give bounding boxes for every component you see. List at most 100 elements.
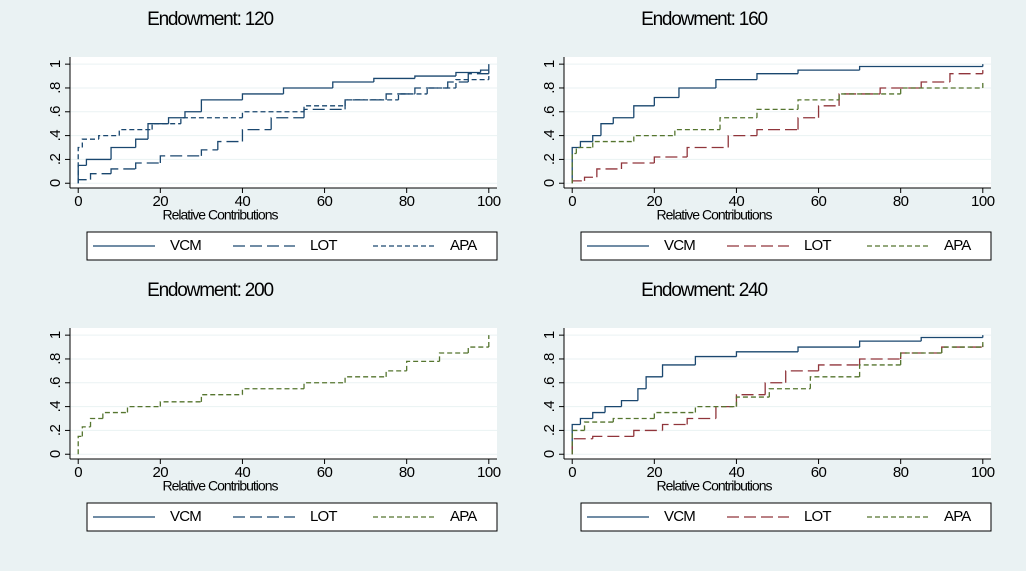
y-tick-label: 1 xyxy=(541,331,558,339)
plot-area xyxy=(70,328,497,459)
x-tick-label: 100 xyxy=(971,464,995,481)
cdf-step xyxy=(135,162,161,169)
cdf-step xyxy=(661,364,696,377)
y-tick-label: .2 xyxy=(47,154,64,166)
y-tick-label: .6 xyxy=(47,377,64,389)
cdf-step xyxy=(612,117,634,124)
panel-title: Endowment: 160 xyxy=(641,9,767,30)
cdf-step xyxy=(414,75,456,79)
cdf-step xyxy=(180,117,243,124)
cdf-step xyxy=(686,146,729,158)
cdf-step xyxy=(920,336,983,342)
plot-area xyxy=(564,57,991,188)
panel: Endowment: 200 0 .2 .4 .6 .8 1 0 20 40 60 80 100 Rela… xyxy=(47,280,501,532)
cdf-step xyxy=(200,99,243,112)
cdf-step xyxy=(110,146,136,160)
x-axis-label: Relative Contributions xyxy=(163,478,279,494)
cdf-step xyxy=(633,429,663,437)
cdf-step xyxy=(167,117,185,124)
cdf-step xyxy=(583,176,597,181)
cdf-step xyxy=(735,351,799,357)
x-tick-label: 80 xyxy=(893,193,909,210)
cdf-step xyxy=(592,435,634,439)
cdf-step xyxy=(858,340,922,348)
legend-label: VCM xyxy=(170,237,201,254)
cdf-step xyxy=(344,376,387,383)
y-tick-label: 0 xyxy=(47,450,64,458)
cdf-step xyxy=(620,399,638,407)
cdf-step xyxy=(479,69,489,73)
cdf-step xyxy=(583,421,614,431)
cdf-step xyxy=(344,99,399,106)
x-tick-label: 40 xyxy=(235,193,251,210)
cdf-step xyxy=(85,158,112,166)
x-tick-label: 20 xyxy=(152,464,168,481)
cdf-step xyxy=(77,435,83,455)
cdf-step xyxy=(941,346,983,354)
x-tick-label: 100 xyxy=(477,464,501,481)
legend-label: APA xyxy=(450,508,477,525)
cdf-step xyxy=(735,396,770,407)
cdf-step xyxy=(89,173,112,180)
x-tick-label: 40 xyxy=(729,193,745,210)
x-tick-label: 20 xyxy=(646,464,662,481)
cdf-step xyxy=(900,87,983,94)
x-tick-label: 60 xyxy=(811,464,827,481)
cdf-step xyxy=(592,134,601,142)
cdf-step xyxy=(241,128,272,142)
cdf-step xyxy=(455,78,489,88)
y-tick-label: 0 xyxy=(47,179,64,187)
y-tick-label: .6 xyxy=(47,106,64,118)
legend-label: LOT xyxy=(310,508,337,525)
y-tick-label: .4 xyxy=(47,130,64,142)
y-tick-label: 0 xyxy=(541,450,558,458)
cdf-step xyxy=(817,364,860,371)
x-tick-label: 0 xyxy=(74,193,82,210)
y-tick-label: .8 xyxy=(541,82,558,94)
x-tick-label: 80 xyxy=(399,464,415,481)
cdf-step xyxy=(768,388,811,398)
y-tick-label: .6 xyxy=(541,377,558,389)
cdf-step xyxy=(110,168,136,174)
cdf-step xyxy=(879,87,922,94)
cdf-step xyxy=(151,123,181,130)
cdf-step xyxy=(467,346,489,354)
y-tick-label: .8 xyxy=(541,353,558,365)
legend-label: VCM xyxy=(664,237,695,254)
cdf-step xyxy=(200,149,218,156)
x-tick-label: 60 xyxy=(317,464,333,481)
cdf-step xyxy=(817,105,840,118)
cdf-step xyxy=(241,111,305,118)
cdf-step xyxy=(858,358,901,365)
cdf-step xyxy=(426,87,456,94)
cdf-step xyxy=(756,73,799,80)
cdf-step xyxy=(797,346,860,352)
x-axis-label: Relative Contributions xyxy=(657,478,773,494)
cdf-step xyxy=(620,162,655,169)
x-tick-label: 80 xyxy=(399,193,415,210)
cdf-step xyxy=(604,405,622,413)
y-tick-label: .8 xyxy=(47,82,64,94)
y-tick-label: .8 xyxy=(47,353,64,365)
cdf-step xyxy=(592,411,606,419)
y-tick-label: 0 xyxy=(541,179,558,187)
y-tick-label: .6 xyxy=(541,106,558,118)
cdf-step xyxy=(571,438,593,455)
cdf-step xyxy=(596,168,622,178)
cdf-step xyxy=(838,93,901,100)
x-tick-label: 0 xyxy=(568,464,576,481)
y-tick-label: 1 xyxy=(541,60,558,68)
cdf-step xyxy=(637,388,647,401)
legend-label: LOT xyxy=(804,237,831,254)
panel-title: Endowment: 120 xyxy=(147,9,273,30)
cdf-step xyxy=(715,78,757,88)
y-tick-label: .4 xyxy=(541,401,558,413)
cdf-step xyxy=(678,87,716,98)
cdf-step xyxy=(756,128,799,136)
cdf-step xyxy=(756,108,799,118)
cdf-step xyxy=(159,401,202,407)
cdf-step xyxy=(949,73,983,83)
cdf-step xyxy=(645,376,663,389)
cdf-step xyxy=(797,69,860,74)
